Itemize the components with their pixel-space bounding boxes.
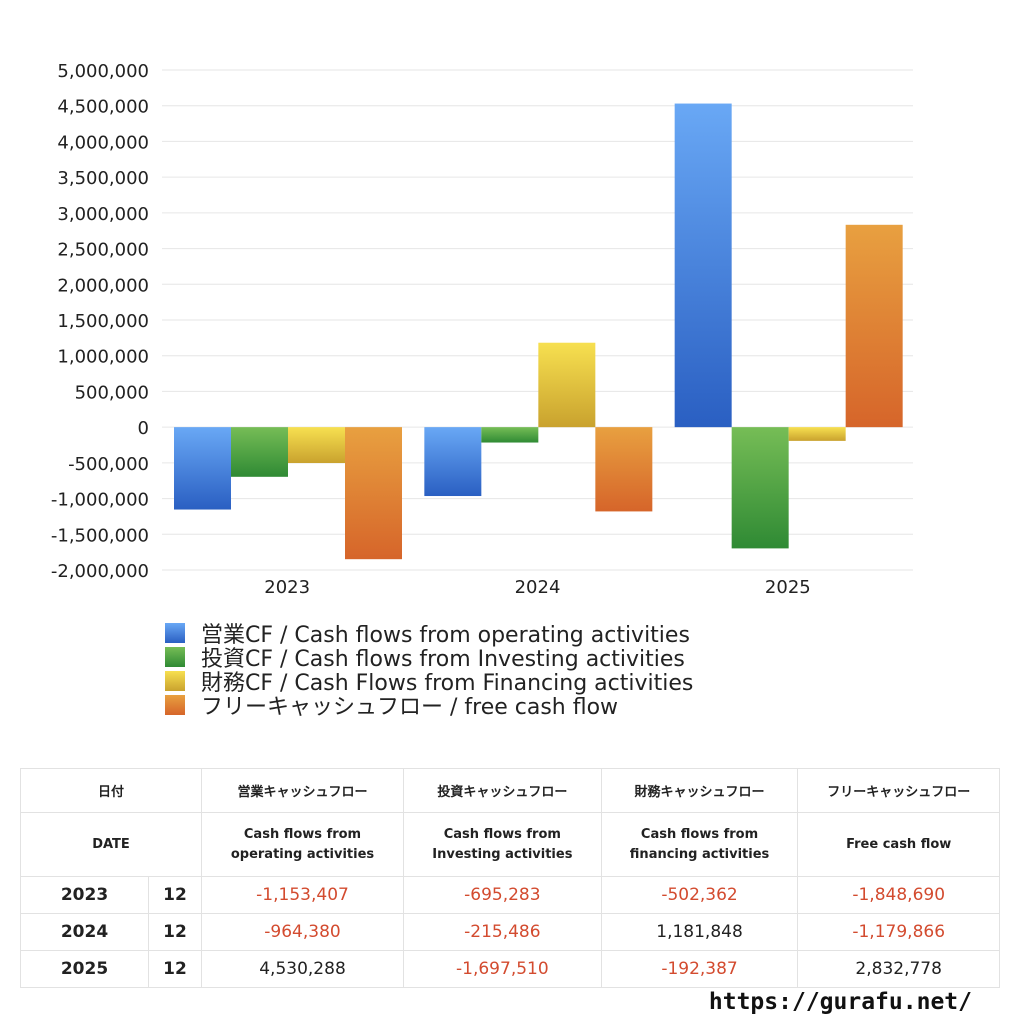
legend-item-free-cash-flow: フリーキャッシュフロー / free cash flow bbox=[165, 693, 693, 720]
cell-operating: -964,380 bbox=[201, 913, 404, 951]
bar-financing-2025 bbox=[788, 427, 846, 441]
legend-label-free-cash-flow: フリーキャッシュフロー / free cash flow bbox=[201, 695, 619, 720]
cell-investing: -215,486 bbox=[403, 913, 602, 951]
y-tick-label: 500,000 bbox=[75, 382, 149, 403]
cell-financing: -502,362 bbox=[600, 876, 799, 914]
header-investing-jp: 投資キャッシュフロー bbox=[403, 768, 602, 813]
header-financing-en-text: Cash flows from financing activities bbox=[629, 826, 770, 862]
y-tick-label: -2,000,000 bbox=[51, 561, 149, 582]
header-operating-en: Cash flows from operating activities bbox=[201, 812, 404, 877]
legend-item-investing: 投資CF / Cash flows from Investing activit… bbox=[165, 645, 693, 672]
cell-financing: 1,181,848 bbox=[600, 913, 799, 951]
row-year: 2024 bbox=[20, 913, 149, 951]
bar-financing-2024 bbox=[538, 342, 596, 428]
legend-label-operating: 営業CF / Cash flows from operating activit… bbox=[201, 623, 690, 648]
y-tick-label: 2,000,000 bbox=[57, 275, 149, 296]
legend-swatch-financing bbox=[165, 671, 185, 691]
cell-operating: 4,530,288 bbox=[201, 950, 404, 988]
legend-item-financing: 財務CF / Cash Flows from Financing activit… bbox=[165, 669, 693, 696]
bar-free-cash-flow-2024 bbox=[595, 427, 653, 512]
header-free-cash-flow-en: Free cash flow bbox=[797, 812, 1000, 877]
x-tick-label: 2025 bbox=[765, 577, 811, 598]
y-tick-label: 0 bbox=[138, 418, 149, 439]
row-year: 2025 bbox=[20, 950, 149, 988]
table-row: 2025 12 4,530,288 -1,697,510 -192,387 2,… bbox=[20, 950, 1000, 988]
cell-investing: -1,697,510 bbox=[403, 950, 602, 988]
header-date-en: DATE bbox=[20, 812, 202, 877]
row-month: 12 bbox=[148, 876, 202, 914]
header-date-jp: 日付 bbox=[20, 768, 202, 813]
header-investing-en: Cash flows from Investing activities bbox=[403, 812, 602, 877]
bar-operating-2023 bbox=[174, 427, 231, 510]
x-axis-ticks: 2023 2024 2025 bbox=[264, 577, 810, 598]
bar-free-cash-flow-2023 bbox=[345, 427, 402, 560]
bars bbox=[174, 103, 903, 560]
bar-investing-2024 bbox=[481, 427, 539, 443]
bar-financing-2023 bbox=[288, 427, 345, 464]
legend-swatch-operating bbox=[165, 623, 185, 643]
chart-legend: 営業CF / Cash flows from operating activit… bbox=[165, 621, 693, 720]
cell-investing: -695,283 bbox=[403, 876, 602, 914]
y-axis-ticks: 5,000,000 4,500,000 4,000,000 3,500,000 3,00… bbox=[51, 61, 149, 582]
bar-investing-2023 bbox=[231, 427, 288, 477]
y-tick-label: 3,500,000 bbox=[57, 168, 149, 189]
y-tick-label: 4,500,000 bbox=[57, 97, 149, 118]
header-financing-en: Cash flows from financing activities bbox=[600, 812, 799, 877]
legend-swatch-free-cash-flow bbox=[165, 695, 185, 715]
legend-label-financing: 財務CF / Cash Flows from Financing activit… bbox=[201, 671, 694, 696]
cash-flow-bar-chart: 5,000,000 4,500,000 4,000,000 3,500,000 3,00… bbox=[51, 61, 913, 598]
table-header-jp: 日付 営業キャッシュフロー 投資キャッシュフロー 財務キャッシュフロー フリーキ… bbox=[20, 768, 1000, 813]
y-tick-label: 1,500,000 bbox=[57, 311, 149, 332]
y-tick-label: 1,000,000 bbox=[57, 347, 149, 368]
cash-flow-table: 日付 営業キャッシュフロー 投資キャッシュフロー 財務キャッシュフロー フリーキ… bbox=[20, 768, 1000, 988]
row-month: 12 bbox=[148, 950, 202, 988]
cell-financing: -192,387 bbox=[600, 950, 799, 988]
grid-lines bbox=[162, 69, 913, 571]
y-tick-label: -1,000,000 bbox=[51, 490, 149, 511]
bar-free-cash-flow-2025 bbox=[845, 224, 903, 428]
header-financing-jp: 財務キャッシュフロー bbox=[600, 768, 799, 813]
y-tick-label: -500,000 bbox=[68, 454, 149, 475]
header-date-en-text: DATE bbox=[92, 836, 130, 852]
y-tick-label: 3,000,000 bbox=[57, 204, 149, 225]
y-tick-label: 4,000,000 bbox=[57, 132, 149, 153]
header-free-cash-flow-en-text: Free cash flow bbox=[846, 836, 952, 852]
bar-operating-2024 bbox=[424, 427, 482, 497]
header-investing-en-text: Cash flows from Investing activities bbox=[432, 826, 573, 862]
header-operating-jp: 営業キャッシュフロー bbox=[201, 768, 404, 813]
row-month: 12 bbox=[148, 913, 202, 951]
cell-free-cash-flow: 2,832,778 bbox=[797, 950, 1000, 988]
table-header-en: DATE Cash flows from operating activitie… bbox=[20, 812, 1000, 877]
table-row: 2024 12 -964,380 -215,486 1,181,848 -1,1… bbox=[20, 913, 1000, 951]
y-tick-label: 2,500,000 bbox=[57, 240, 149, 261]
legend-item-operating: 営業CF / Cash flows from operating activit… bbox=[165, 621, 693, 648]
y-tick-label: 5,000,000 bbox=[57, 61, 149, 82]
cell-free-cash-flow: -1,848,690 bbox=[797, 876, 1000, 914]
bar-investing-2025 bbox=[731, 427, 789, 549]
header-operating-en-text: Cash flows from operating activities bbox=[230, 826, 375, 862]
cell-free-cash-flow: -1,179,866 bbox=[797, 913, 1000, 951]
x-tick-label: 2024 bbox=[515, 577, 561, 598]
cell-operating: -1,153,407 bbox=[201, 876, 404, 914]
bar-operating-2025 bbox=[674, 103, 732, 428]
table-row: 2023 12 -1,153,407 -695,283 -502,362 -1,… bbox=[20, 876, 1000, 914]
legend-swatch-investing bbox=[165, 647, 185, 667]
source-url[interactable]: https://gurafu.net/ bbox=[708, 989, 972, 1015]
x-tick-label: 2023 bbox=[264, 577, 310, 598]
legend-label-investing: 投資CF / Cash flows from Investing activit… bbox=[201, 647, 685, 672]
y-tick-label: -1,500,000 bbox=[51, 525, 149, 546]
header-free-cash-flow-jp: フリーキャッシュフロー bbox=[797, 768, 1000, 813]
row-year: 2023 bbox=[20, 876, 149, 914]
